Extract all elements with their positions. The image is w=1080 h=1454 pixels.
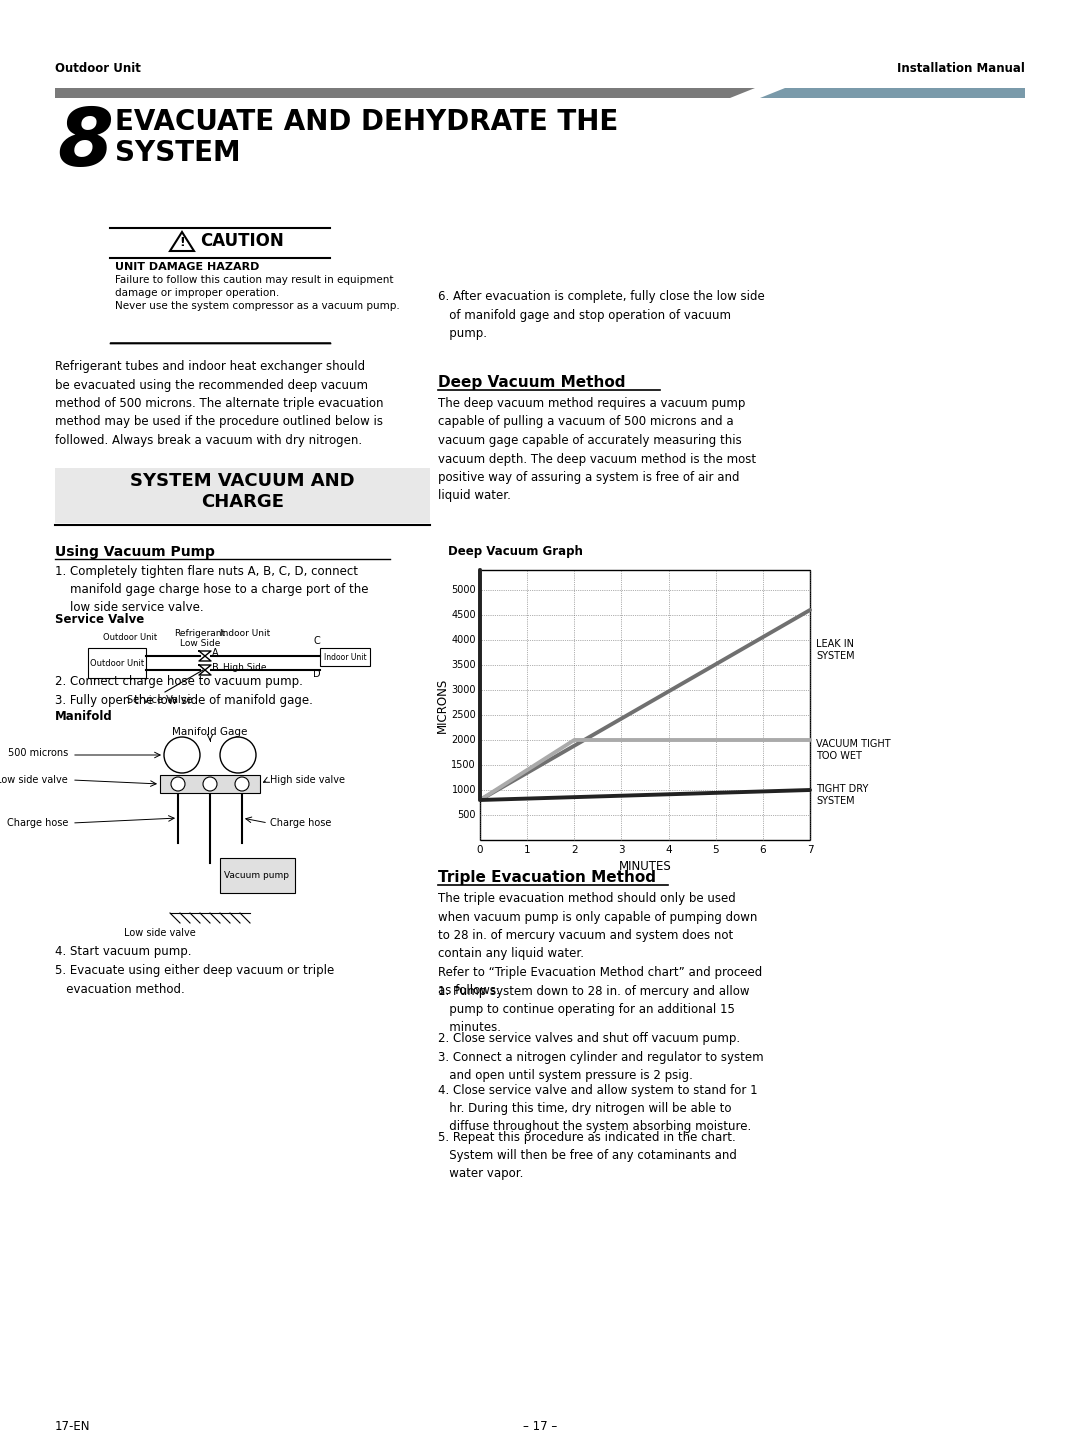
Text: 6: 6	[759, 845, 766, 855]
Text: 2500: 2500	[451, 710, 476, 720]
Bar	[480, 570, 810, 840]
Text: 7: 7	[807, 845, 813, 855]
Text: Indoor Unit: Indoor Unit	[219, 630, 270, 638]
Text: 2. Connect charge hose to vacuum pump.
3. Fully open the low side of manifold ga: 2. Connect charge hose to vacuum pump. 3…	[55, 675, 313, 707]
Text: 3: 3	[618, 845, 624, 855]
Text: MINUTES: MINUTES	[619, 859, 672, 872]
Bar	[220, 858, 295, 893]
Text: 500 microns: 500 microns	[8, 747, 68, 758]
Bar	[160, 775, 260, 792]
Text: Using Vacuum Pump: Using Vacuum Pump	[55, 545, 215, 558]
Text: C: C	[313, 635, 321, 646]
Text: Never use the system compressor as a vacuum pump.: Never use the system compressor as a vac…	[114, 301, 400, 311]
Circle shape	[171, 776, 185, 791]
Text: SYSTEM VACUUM AND
CHARGE: SYSTEM VACUUM AND CHARGE	[131, 473, 355, 510]
Text: 2: 2	[571, 845, 578, 855]
Text: Refrigerant: Refrigerant	[175, 630, 226, 638]
Text: LEAK IN
SYSTEM: LEAK IN SYSTEM	[816, 638, 854, 662]
Text: VACUUM TIGHT
TOO WET: VACUUM TIGHT TOO WET	[816, 739, 891, 762]
Text: Refrigerant tubes and indoor heat exchanger should
be evacuated using the recomm: Refrigerant tubes and indoor heat exchan…	[55, 361, 383, 446]
Text: High Side: High Side	[224, 663, 267, 672]
Text: Manifold: Manifold	[55, 710, 112, 723]
Text: Charge hose: Charge hose	[270, 819, 332, 827]
Circle shape	[235, 776, 249, 791]
Text: 2. Close service valves and shut off vacuum pump.: 2. Close service valves and shut off vac…	[438, 1032, 740, 1045]
Text: Service Valve: Service Valve	[127, 695, 192, 705]
Text: Low side valve: Low side valve	[124, 928, 195, 938]
Text: 3500: 3500	[451, 660, 476, 670]
Text: Low Side: Low Side	[179, 638, 220, 648]
Text: UNIT DAMAGE HAZARD: UNIT DAMAGE HAZARD	[114, 262, 259, 272]
Text: Service Valve: Service Valve	[55, 614, 145, 627]
Text: 1. Pump system down to 28 in. of mercury and allow
   pump to continue operating: 1. Pump system down to 28 in. of mercury…	[438, 984, 750, 1034]
Text: MICRONS: MICRONS	[435, 678, 448, 733]
Text: Outdoor Unit: Outdoor Unit	[55, 63, 140, 76]
Text: 1500: 1500	[451, 760, 476, 771]
Text: 3000: 3000	[451, 685, 476, 695]
Text: Manifold Gage: Manifold Gage	[173, 727, 247, 737]
Text: Failure to follow this caution may result in equipment: Failure to follow this caution may resul…	[114, 275, 393, 285]
Text: Outdoor Unit: Outdoor Unit	[90, 659, 144, 667]
Text: Charge hose: Charge hose	[6, 819, 68, 827]
Circle shape	[164, 737, 200, 774]
Text: Deep Vacuum Method: Deep Vacuum Method	[438, 375, 625, 390]
Text: 8: 8	[57, 105, 113, 183]
Text: 2000: 2000	[451, 736, 476, 744]
Text: 17-EN: 17-EN	[55, 1421, 91, 1434]
Text: 1: 1	[524, 845, 530, 855]
Text: 5000: 5000	[451, 585, 476, 595]
Text: 5: 5	[713, 845, 719, 855]
Circle shape	[220, 737, 256, 774]
Text: Triple Evacuation Method: Triple Evacuation Method	[438, 869, 656, 885]
Text: D: D	[313, 669, 321, 679]
Text: 4000: 4000	[451, 635, 476, 646]
Text: 4. Close service valve and allow system to stand for 1
   hr. During this time, : 4. Close service valve and allow system …	[438, 1085, 758, 1133]
Text: Vacuum pump: Vacuum pump	[225, 871, 289, 881]
Text: 500: 500	[458, 810, 476, 820]
Text: 4500: 4500	[451, 611, 476, 619]
Text: 1. Completely tighten flare nuts A, B, C, D, connect
    manifold gage charge ho: 1. Completely tighten flare nuts A, B, C…	[55, 566, 368, 614]
Text: A: A	[212, 648, 218, 659]
Text: The triple evacuation method should only be used
when vacuum pump is only capabl: The triple evacuation method should only…	[438, 891, 762, 997]
Text: Outdoor Unit: Outdoor Unit	[103, 632, 157, 643]
Text: The deep vacuum method requires a vacuum pump
capable of pulling a vacuum of 500: The deep vacuum method requires a vacuum…	[438, 397, 756, 503]
Text: 4: 4	[665, 845, 672, 855]
Text: CAUTION: CAUTION	[200, 233, 284, 250]
Polygon shape	[760, 89, 1025, 97]
Bar	[320, 648, 370, 666]
Circle shape	[203, 776, 217, 791]
Text: Installation Manual: Installation Manual	[897, 63, 1025, 76]
Bar	[87, 648, 146, 678]
Text: B: B	[212, 663, 218, 673]
Text: Deep Vacuum Graph: Deep Vacuum Graph	[448, 545, 583, 558]
Text: !: !	[179, 236, 185, 249]
Text: 4. Start vacuum pump.
5. Evacuate using either deep vacuum or triple
   evacuati: 4. Start vacuum pump. 5. Evacuate using …	[55, 945, 334, 996]
Text: High side valve: High side valve	[270, 775, 345, 785]
Text: 6. After evacuation is complete, fully close the low side
   of manifold gage an: 6. After evacuation is complete, fully c…	[438, 289, 765, 340]
Text: EVACUATE AND DEHYDRATE THE
SYSTEM: EVACUATE AND DEHYDRATE THE SYSTEM	[114, 108, 618, 167]
Text: 0: 0	[476, 845, 483, 855]
Bar	[55, 468, 430, 523]
Text: TIGHT DRY
SYSTEM: TIGHT DRY SYSTEM	[816, 784, 868, 806]
Text: 5. Repeat this procedure as indicated in the chart.
   System will then be free : 5. Repeat this procedure as indicated in…	[438, 1131, 737, 1181]
Text: damage or improper operation.: damage or improper operation.	[114, 288, 280, 298]
Text: Indoor Unit: Indoor Unit	[324, 653, 366, 662]
Text: – 17 –: – 17 –	[523, 1421, 557, 1434]
Text: 1000: 1000	[451, 785, 476, 795]
Polygon shape	[55, 89, 755, 97]
Text: Low side valve: Low side valve	[0, 775, 68, 785]
Text: 3. Connect a nitrogen cylinder and regulator to system
   and open until system : 3. Connect a nitrogen cylinder and regul…	[438, 1051, 764, 1082]
